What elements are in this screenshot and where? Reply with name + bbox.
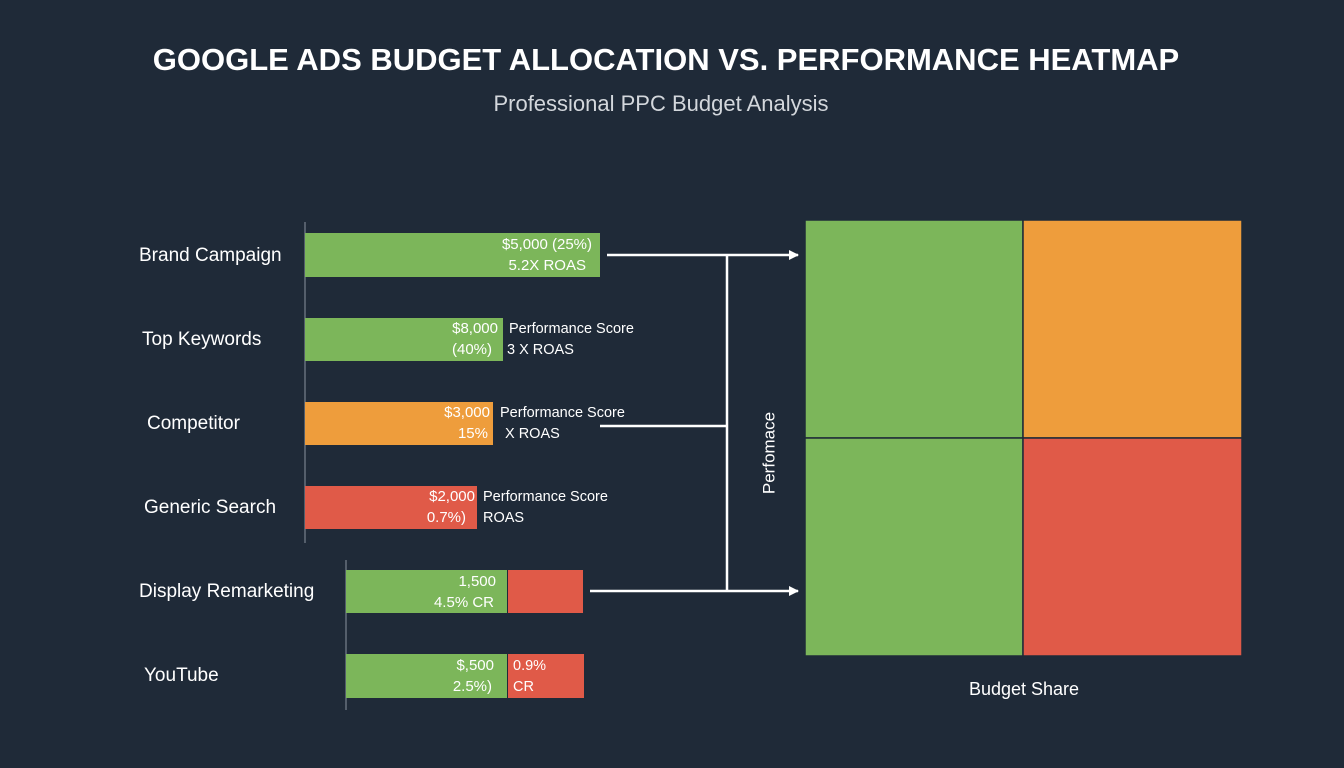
bar [305,486,477,529]
bar [346,570,507,613]
row-label: Top Keywords [142,329,261,350]
bar [305,402,493,445]
heatmap-cell [804,437,1024,657]
bar [305,318,503,361]
bar-text: 0.7%) [427,509,466,526]
bar-text: 2.5%) [453,678,492,695]
y-axis-label: Perfomace [759,412,778,494]
bar-text: $5,000 (25%) [502,236,592,253]
bar-text: 1,500 [458,573,496,590]
heatmap [804,219,1243,657]
bar-text: 4.5% CR [434,594,494,611]
row-label: Brand Campaign [139,245,282,266]
heatmap-cell [804,219,1024,439]
side-text: CR [513,679,534,695]
bar [508,654,584,698]
bar-text: 5.2X ROAS [508,257,586,274]
bar [508,570,583,613]
side-text: 3 X ROAS [507,342,574,358]
subtitle: Professional PPC Budget Analysis [493,91,828,116]
row-label: Display Remarketing [139,581,314,602]
connectors [590,250,799,596]
side-text: X ROAS [505,426,560,442]
bar-text: (40%) [452,341,492,358]
bar-text: $3,000 [444,404,490,421]
bar [346,654,507,698]
side-text: Performance Score [509,321,634,337]
row-label: Competitor [147,413,241,434]
heatmap-cell [1022,219,1243,439]
title: GOOGLE ADS BUDGET ALLOCATION VS. PERFORM… [153,42,1179,77]
bar-text: $8,000 [452,320,498,337]
bar [305,233,600,277]
side-text: 0.9% [513,658,546,674]
bar-text: $2,000 [429,488,475,505]
side-text: Performance Score [500,405,625,421]
side-text: Performance Score [483,489,608,505]
heatmap-cell [1022,437,1243,657]
x-axis-label: Budget Share [969,679,1079,699]
side-text: ROAS [483,510,524,526]
bar-text: $,500 [456,657,494,674]
row-label: Generic Search [144,497,276,518]
bar-text: 15% [458,425,488,442]
row-label: YouTube [144,665,219,686]
bars [305,233,600,698]
